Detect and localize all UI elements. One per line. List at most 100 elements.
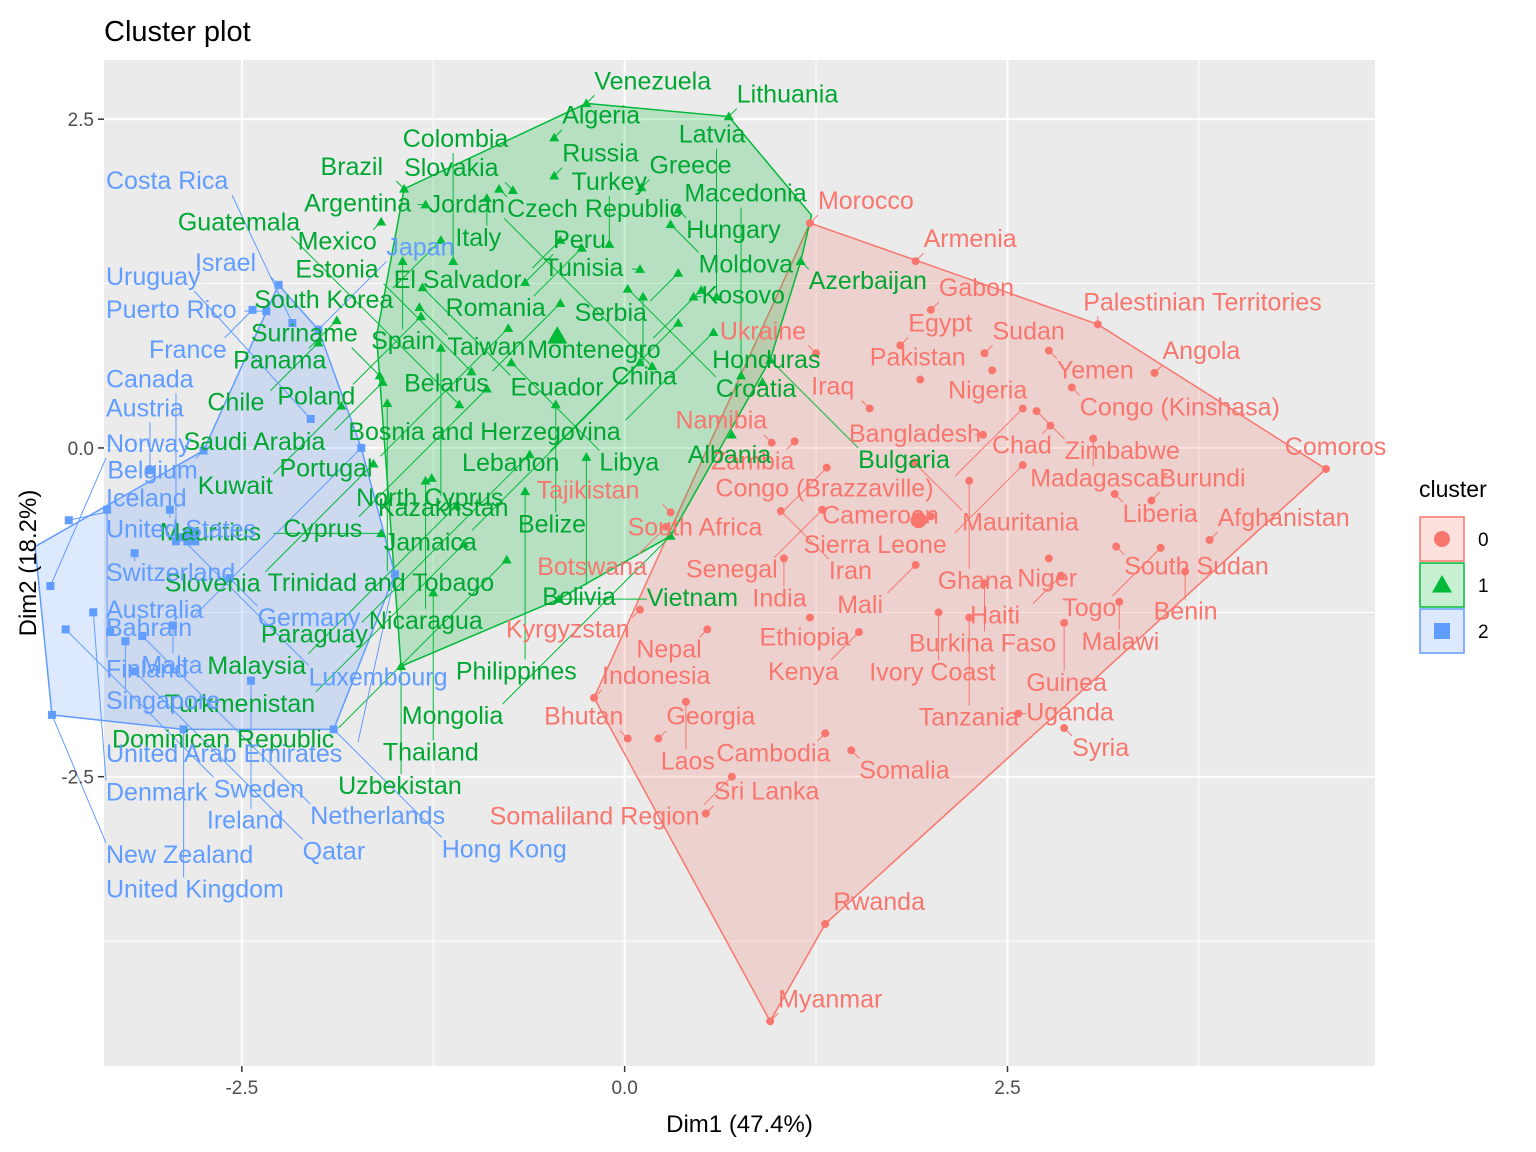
label-connector (1112, 547, 1161, 597)
cluster-0-point (926, 305, 935, 314)
legend-entry-2: 2 (1419, 608, 1489, 654)
point-label: Lebanon (462, 449, 559, 477)
point-label: El Salvador (394, 266, 522, 294)
point-label: Myanmar (778, 985, 882, 1013)
label-connector (670, 224, 699, 253)
legend-entry-0: 0 (1419, 516, 1489, 562)
point-label: Russia (562, 140, 639, 168)
point-label: Ukraine (720, 317, 806, 345)
cluster-0-point (1018, 404, 1027, 413)
point-label: Azerbaijan (809, 267, 927, 295)
label-connector (231, 194, 293, 324)
point-label: Moldova (699, 250, 794, 278)
point-label: Luxembourg (309, 663, 448, 691)
cluster-0-point (1060, 618, 1069, 627)
point-label: Bosnia and Herzegovina (348, 418, 620, 446)
point-label: Ethiopia (760, 624, 850, 652)
label-connector (392, 239, 442, 289)
point-label: Senegal (686, 556, 778, 584)
cluster-0-point (703, 625, 712, 634)
point-label: Sweden (214, 775, 304, 803)
cluster-0-point (805, 613, 814, 622)
cluster-1-point (555, 235, 566, 244)
x-tick-label: 0.0 (611, 1078, 637, 1099)
point-label: Nigeria (948, 376, 1027, 404)
point-label: Argentina (304, 190, 411, 218)
label-connector (193, 290, 312, 420)
cluster-0-point (1321, 464, 1330, 473)
cluster-1-point (376, 216, 387, 226)
point-label: Niger (1017, 564, 1077, 592)
label-connector (954, 464, 1024, 534)
cluster-0-point (821, 729, 830, 738)
cluster-2-point (46, 582, 55, 591)
point-label: Philippines (456, 657, 577, 685)
label-connector (68, 511, 107, 521)
cluster-1-point (420, 475, 431, 485)
cluster-2-point (145, 466, 154, 475)
cluster-1-point (581, 452, 592, 461)
cluster-0-point (623, 734, 632, 743)
legend-label: 1 (1478, 576, 1489, 597)
cluster-0-point (818, 505, 827, 514)
cluster-2-point (165, 505, 174, 514)
grid-lines (104, 60, 1375, 1066)
legend-title: cluster (1419, 476, 1487, 502)
point-label: Uruguay (106, 263, 201, 291)
cluster-1-point (688, 291, 699, 301)
cluster-1-point (524, 449, 535, 459)
cluster-1-point (435, 235, 446, 244)
point-label: Kyrgyzstan (506, 616, 630, 644)
point-label: Armenia (924, 225, 1017, 253)
point-label: Gabon (939, 274, 1014, 302)
point-label: Egypt (908, 309, 972, 337)
point-label: Mauritius (160, 518, 261, 546)
point-label: Czech Republic (507, 195, 682, 223)
point-label: Mauritania (962, 508, 1079, 536)
point-label: Bulgaria (858, 446, 950, 474)
label-connector (383, 283, 472, 373)
cluster-1-point (665, 531, 676, 540)
point-label: Turkey (572, 168, 648, 196)
cluster-1-point (481, 383, 492, 393)
point-label: Kuwait (198, 472, 273, 500)
cluster-1-point (765, 354, 776, 364)
cluster-2-point (171, 537, 180, 546)
legend-entry-1: 1 (1419, 562, 1489, 608)
point-label: Peru (553, 226, 606, 254)
axes: -2.5 0.0 2.5 -2.5 0.0 2.5 (61, 110, 1020, 1099)
point-label: Tunisia (544, 254, 624, 282)
cluster-0-point (1110, 489, 1119, 498)
point-label: Jamaica (384, 528, 477, 556)
data-points (46, 98, 1330, 1026)
cluster-1-point (604, 239, 615, 248)
cluster-1-point (368, 458, 379, 468)
legend-key-marker (1434, 623, 1450, 639)
cluster-1-point (313, 337, 324, 347)
cluster-0-point (911, 257, 920, 266)
cluster-0-point (821, 919, 830, 928)
label-connector (229, 577, 258, 607)
cluster-2-point (288, 319, 297, 328)
point-label: Burundi (1159, 465, 1245, 493)
y-axis-title: Dim2 (18.2%) (15, 490, 42, 637)
cluster-1-point (458, 538, 469, 548)
cluster-1-point (396, 661, 407, 670)
label-connector (491, 302, 561, 372)
point-label: South Africa (628, 514, 763, 542)
point-label: Congo (Kinshasa) (1080, 393, 1280, 421)
point-label: Thailand (383, 739, 479, 767)
label-connector (51, 714, 107, 844)
point-label: Chile (207, 389, 264, 417)
legend-label: 0 (1478, 530, 1489, 551)
point-label: Slovakia (404, 154, 499, 182)
cluster-0-point (916, 375, 925, 384)
cluster-2-point (106, 628, 115, 637)
plot-panel (104, 60, 1375, 1066)
cluster-1-point (399, 183, 410, 193)
cluster-0-point (635, 605, 644, 614)
label-connector (549, 322, 679, 452)
point-label: Finland (106, 656, 188, 684)
point-label: Ecuador (511, 374, 604, 402)
cluster-0-point (779, 554, 788, 563)
